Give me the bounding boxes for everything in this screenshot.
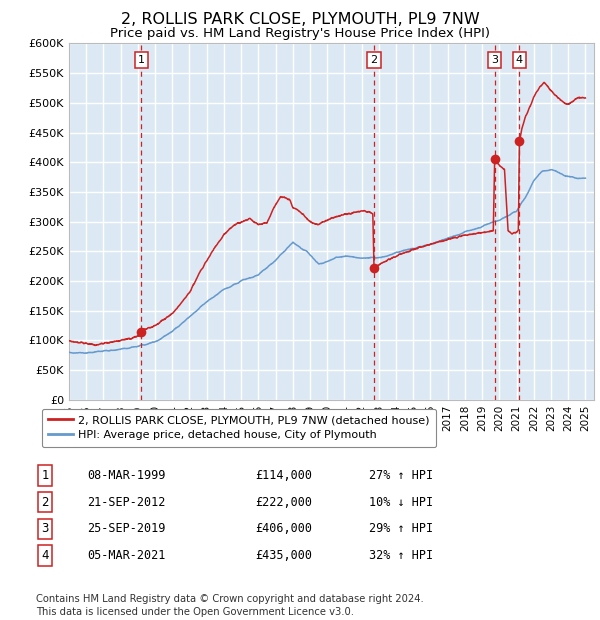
Text: £222,000: £222,000 [255,496,312,508]
Text: £406,000: £406,000 [255,523,312,535]
Text: 4: 4 [516,55,523,65]
Text: £435,000: £435,000 [255,549,312,562]
Text: £114,000: £114,000 [255,469,312,482]
Text: 25-SEP-2019: 25-SEP-2019 [87,523,166,535]
Text: Contains HM Land Registry data © Crown copyright and database right 2024.
This d: Contains HM Land Registry data © Crown c… [36,594,424,617]
Text: 32% ↑ HPI: 32% ↑ HPI [369,549,433,562]
Text: 08-MAR-1999: 08-MAR-1999 [87,469,166,482]
Text: 2, ROLLIS PARK CLOSE, PLYMOUTH, PL9 7NW: 2, ROLLIS PARK CLOSE, PLYMOUTH, PL9 7NW [121,12,479,27]
Text: 05-MAR-2021: 05-MAR-2021 [87,549,166,562]
Text: 29% ↑ HPI: 29% ↑ HPI [369,523,433,535]
Text: 21-SEP-2012: 21-SEP-2012 [87,496,166,508]
Text: 1: 1 [41,469,49,482]
Text: Price paid vs. HM Land Registry's House Price Index (HPI): Price paid vs. HM Land Registry's House … [110,27,490,40]
Text: 2: 2 [370,55,377,65]
Text: 1: 1 [137,55,145,65]
Text: 27% ↑ HPI: 27% ↑ HPI [369,469,433,482]
Text: 10% ↓ HPI: 10% ↓ HPI [369,496,433,508]
Legend: 2, ROLLIS PARK CLOSE, PLYMOUTH, PL9 7NW (detached house), HPI: Average price, de: 2, ROLLIS PARK CLOSE, PLYMOUTH, PL9 7NW … [41,409,436,447]
Text: 2: 2 [41,496,49,508]
Text: 3: 3 [491,55,498,65]
Text: 3: 3 [41,523,49,535]
Text: 4: 4 [41,549,49,562]
